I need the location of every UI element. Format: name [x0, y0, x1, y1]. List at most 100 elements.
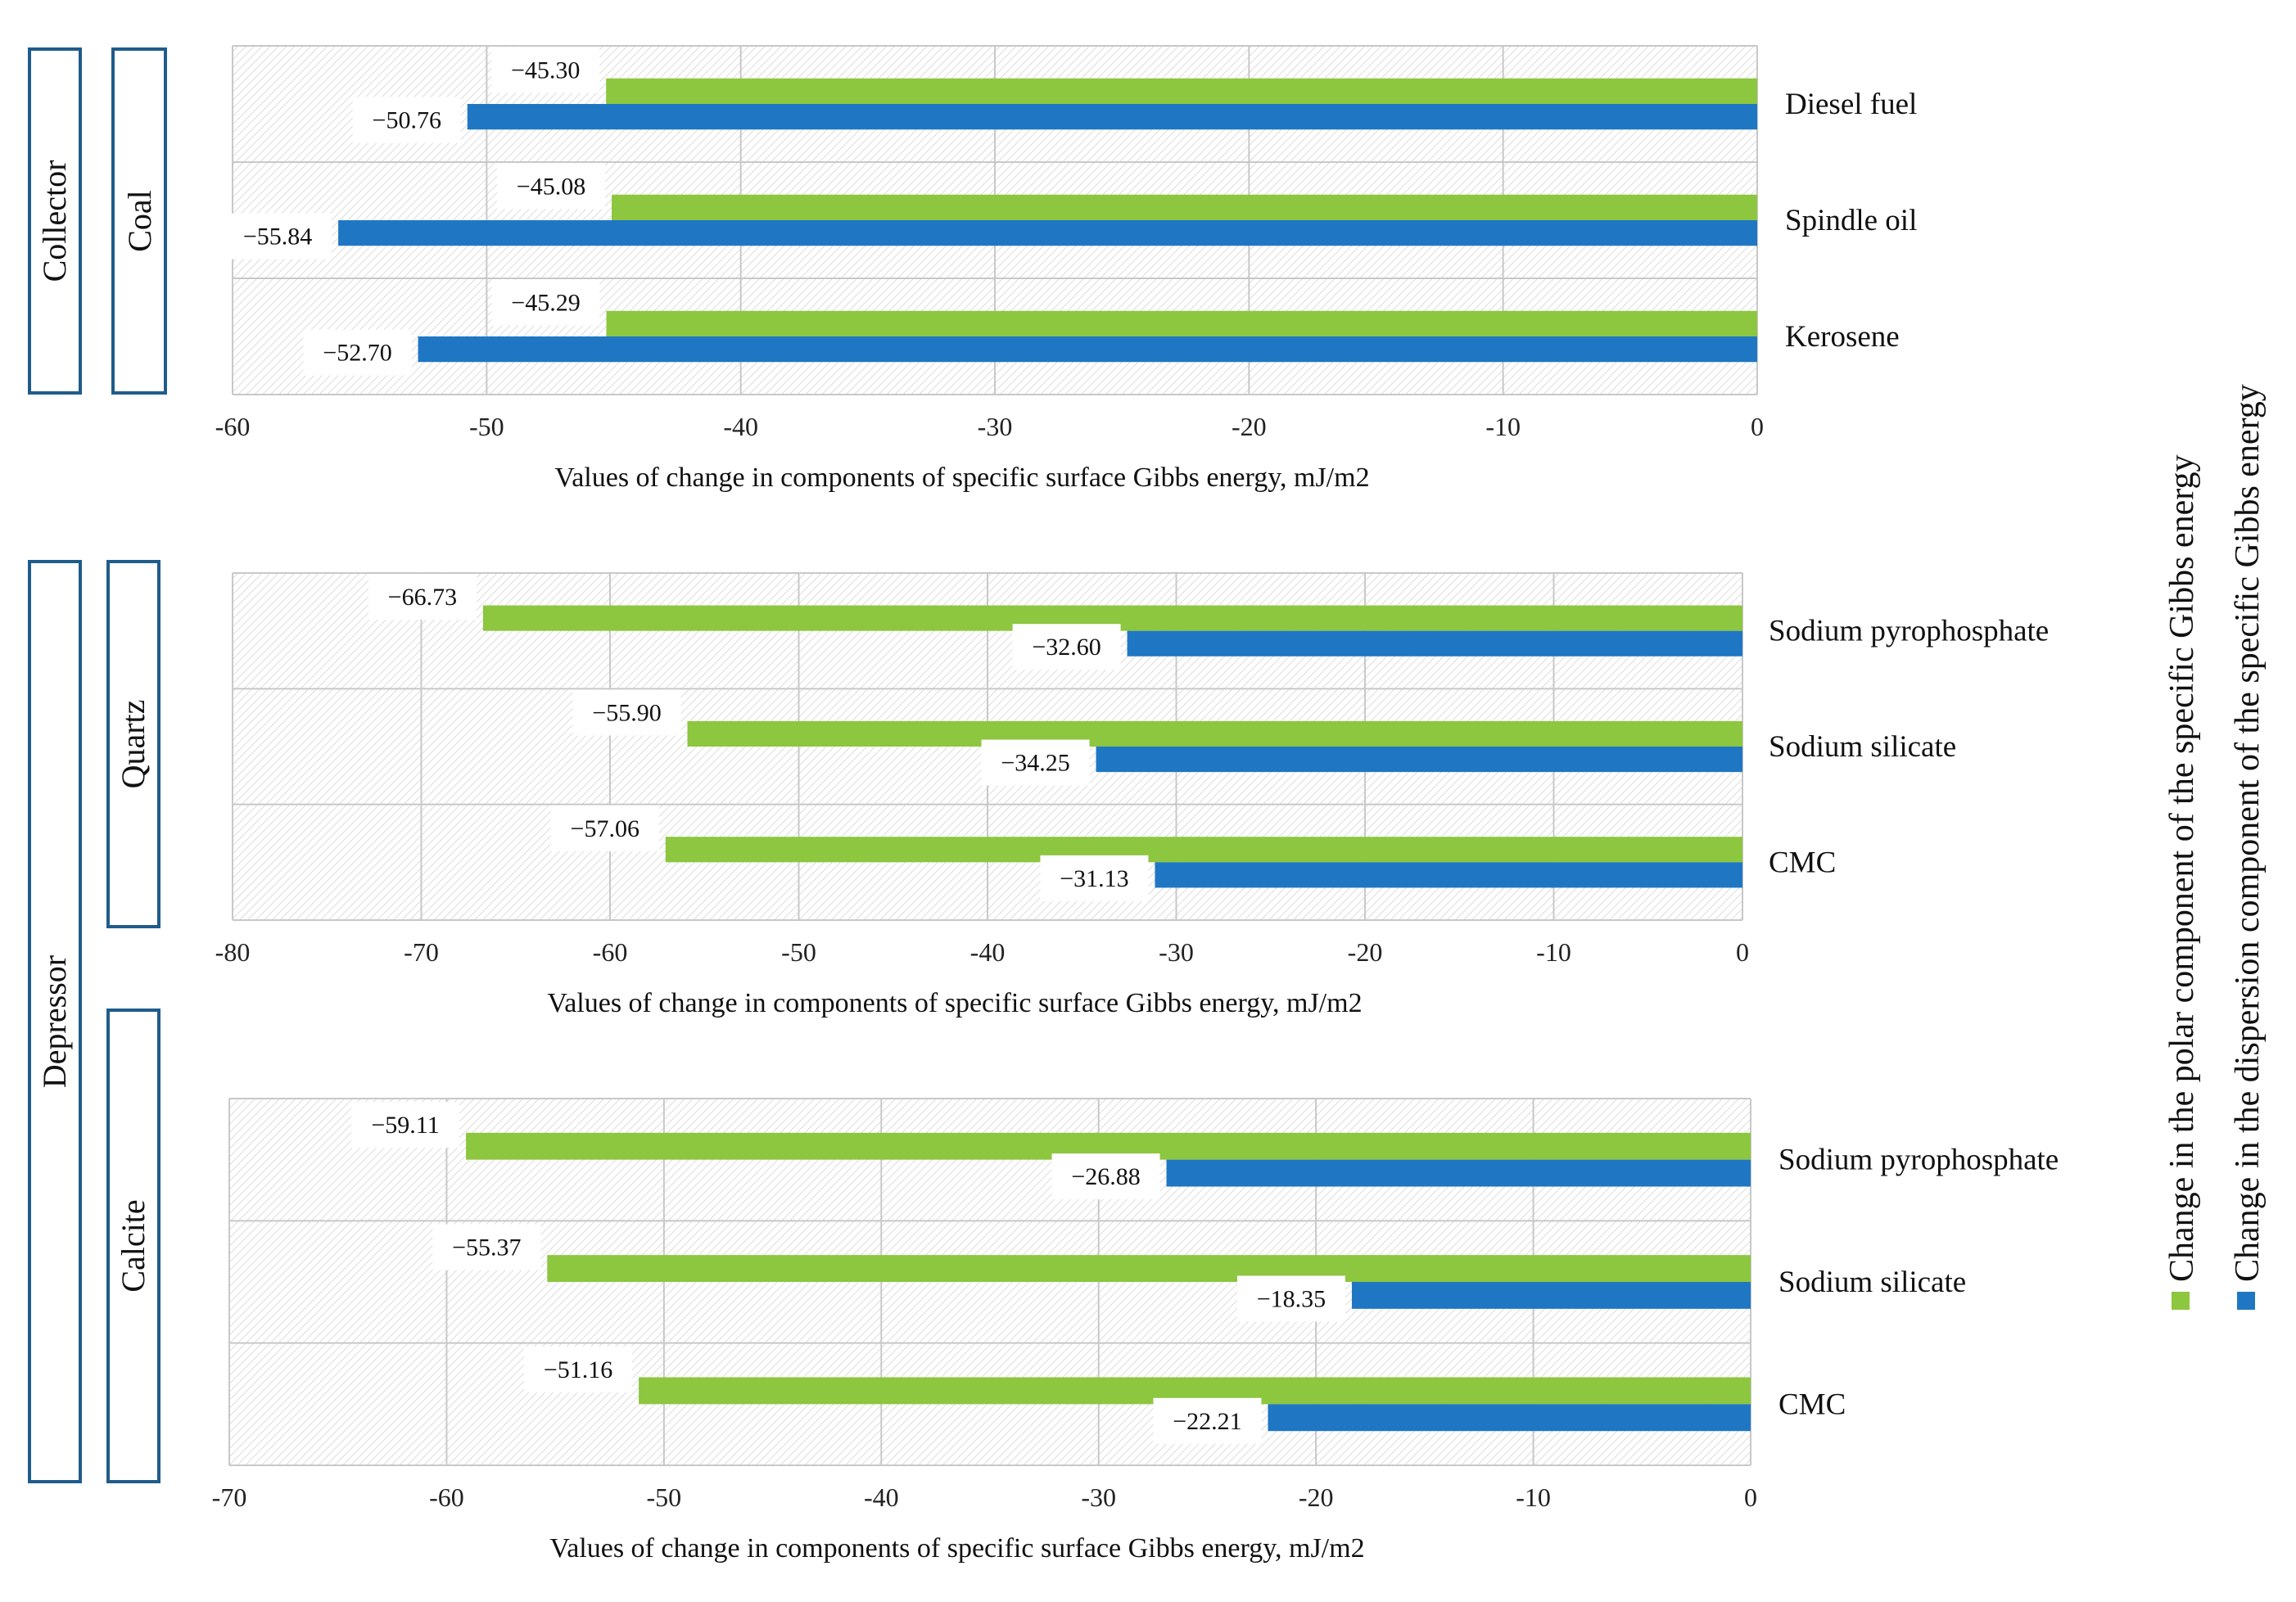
subgroup-frame-coal: [111, 47, 167, 395]
category-label: Sodium silicate: [1769, 730, 1956, 764]
data-label-box: [351, 1102, 460, 1148]
x-tick-label: -70: [404, 937, 439, 967]
category-label: Kerosene: [1785, 320, 1900, 354]
bar-dispersion: [1166, 1159, 1751, 1187]
category-label: CMC: [1778, 1388, 1846, 1421]
data-label-polar: −55.37: [452, 1234, 521, 1261]
chart-panel-calcite: -70 -60 -50 -40 -30 -20 -10 0 Values of change i…: [212, 1098, 2059, 1564]
bar-dispersion: [1155, 862, 1742, 888]
category-label: Sodium pyrophosphate: [1778, 1144, 2059, 1177]
x-tick-label: -30: [1081, 1482, 1116, 1512]
bar-polar: [687, 720, 1742, 747]
data-label-dispersion: −32.60: [1032, 634, 1101, 661]
bar-dispersion: [1351, 1282, 1751, 1309]
bar-polar: [612, 194, 1757, 220]
category-label: Diesel fuel: [1785, 88, 1917, 121]
data-label-box: [352, 97, 461, 143]
x-tick-label: -50: [781, 937, 816, 967]
subgroup-label-coal: Coal: [121, 190, 158, 252]
data-label-box: [1012, 624, 1121, 670]
x-tick-label: -60: [215, 412, 251, 441]
data-label-dispersion: −22.21: [1173, 1408, 1241, 1435]
x-tick-label: -50: [469, 412, 504, 441]
legend-label-polar: Change in the polar component of the spe…: [2163, 455, 2201, 1282]
x-tick-label: -30: [978, 412, 1013, 441]
x-tick-label: -40: [970, 937, 1006, 967]
x-tick-label: 0: [1736, 937, 1749, 967]
data-label-box: [524, 1346, 633, 1392]
x-tick-label: -50: [647, 1482, 682, 1512]
data-label-box: [432, 1224, 541, 1270]
data-label-polar: −57.06: [571, 815, 640, 842]
data-label-polar: −45.29: [511, 289, 580, 316]
category-label: Sodium pyrophosphate: [1769, 615, 2049, 648]
category-label: CMC: [1769, 846, 1836, 879]
x-tick-label: -80: [215, 937, 251, 967]
group-frame-collector: [28, 47, 82, 395]
x-tick-label: 0: [1751, 412, 1764, 441]
bar-dispersion: [1268, 1404, 1751, 1432]
bar-polar: [547, 1255, 1751, 1282]
x-tick-label: -60: [429, 1482, 464, 1512]
x-axis-title: Values of change in components of specif…: [549, 1533, 1364, 1564]
bar-dispersion: [338, 220, 1758, 246]
data-label-polar: −55.90: [592, 699, 661, 726]
data-label-box: [1153, 1397, 1262, 1444]
x-tick-label: -70: [212, 1482, 247, 1512]
data-label-dispersion: −34.25: [1001, 750, 1069, 777]
x-tick-label: -40: [723, 412, 758, 441]
x-tick-label: -30: [1159, 937, 1194, 967]
data-label-polar: −66.73: [388, 584, 457, 611]
x-tick-label: -20: [1348, 937, 1383, 967]
data-label-box: [1236, 1275, 1345, 1322]
bar-dispersion: [418, 336, 1757, 363]
bar-dispersion: [1127, 630, 1742, 657]
subgroup-label-calcite: Calcite: [115, 1199, 151, 1292]
data-label-dispersion: −52.70: [323, 340, 391, 367]
data-label-polar: −45.08: [517, 173, 585, 200]
data-label-box: [303, 329, 412, 376]
data-label-box: [368, 574, 477, 620]
category-label: Spindle oil: [1785, 204, 1917, 237]
data-label-dispersion: −55.84: [243, 223, 312, 250]
bar-polar: [606, 310, 1758, 336]
data-label-box: [491, 279, 600, 326]
data-label-box: [1051, 1153, 1160, 1200]
data-label-dispersion: −31.13: [1060, 865, 1128, 892]
data-label-polar: −59.11: [371, 1112, 439, 1139]
bar-polar: [606, 78, 1758, 104]
subgroup-label-quartz: Quartz: [115, 700, 151, 789]
x-tick-label: -10: [1516, 1482, 1551, 1512]
chart-panel-quartz: -80 -70 -60 -50 -40 -30 -20 -10 0 Values of chang…: [215, 572, 2049, 1018]
x-tick-label: -20: [1232, 412, 1267, 441]
category-label: Sodium silicate: [1778, 1266, 1966, 1299]
data-label-box: [1040, 855, 1149, 901]
x-axis-title: Values of change in components of specif…: [547, 988, 1362, 1018]
subgroup-frame-calcite: [106, 1009, 160, 1483]
data-label-box: [550, 805, 659, 851]
bar-dispersion: [1096, 747, 1742, 773]
x-tick-label: -10: [1536, 937, 1571, 967]
bar-polar: [665, 837, 1742, 863]
x-axis-title: Values of change in components of specif…: [554, 463, 1369, 493]
data-label-box: [981, 739, 1090, 786]
x-tick-label: -40: [864, 1482, 899, 1512]
data-label-dispersion: −18.35: [1257, 1285, 1326, 1312]
data-label-dispersion: −50.76: [373, 107, 441, 134]
subgroup-frame-quartz: [106, 560, 160, 928]
bar-dispersion: [467, 104, 1757, 130]
x-tick-label: -10: [1485, 412, 1521, 441]
legend: Change in the polar component of the spe…: [2163, 384, 2267, 1310]
data-label-box: [497, 163, 606, 210]
group-label-collector: Collector: [36, 160, 73, 282]
data-label-dispersion: −26.88: [1071, 1163, 1140, 1190]
legend-swatch-dispersion: [2237, 1292, 2255, 1310]
group-label-depressor: Depressor: [36, 955, 73, 1088]
x-tick-label: -60: [593, 937, 628, 967]
data-label-polar: −45.30: [511, 56, 580, 83]
data-label-box: [224, 213, 332, 259]
data-label-box: [572, 689, 681, 736]
group-frame-depressor: [28, 560, 82, 1483]
chart-panel-coal: -60 -50 -40 -30 -20 -10 0 Values of change in c…: [215, 45, 1917, 493]
